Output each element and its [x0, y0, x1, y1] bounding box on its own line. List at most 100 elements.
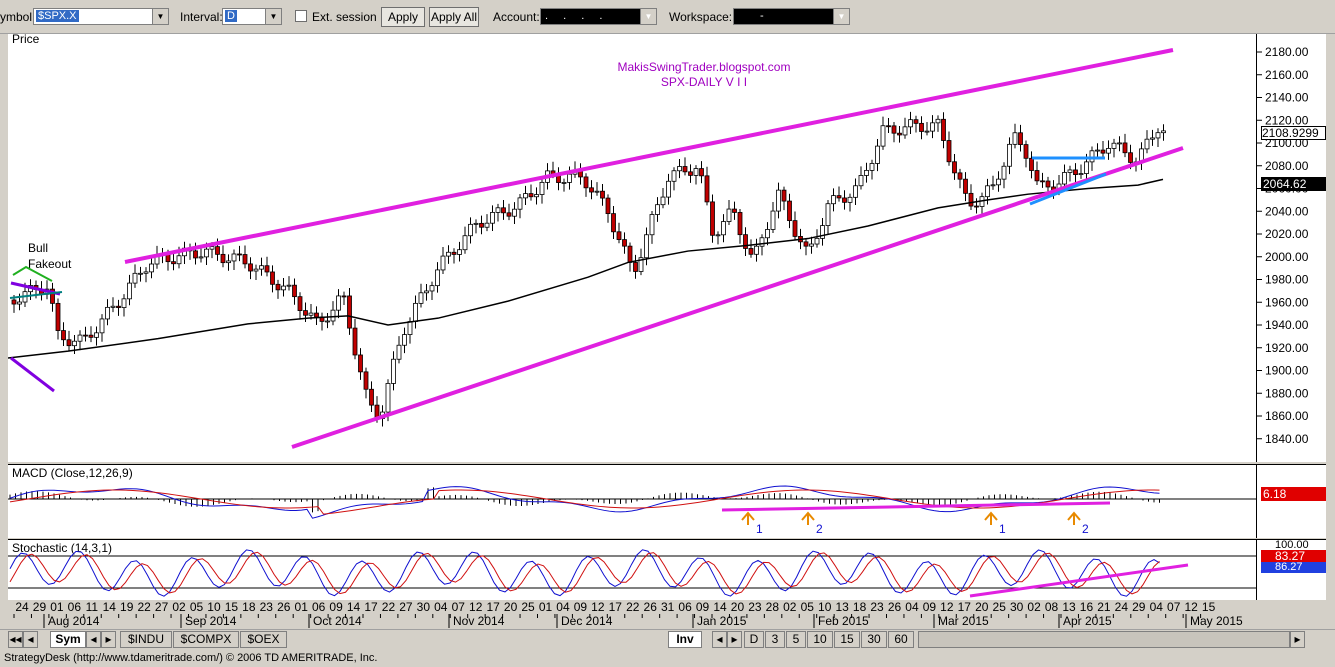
candle-up — [281, 285, 286, 291]
date-tick-label: 09 — [696, 600, 710, 614]
price-chart[interactable]: Price MakisSwingTrader.blogspot.com SPX-… — [8, 34, 1256, 462]
price-axis[interactable]: 2180.00 2160.00 2140.00 2120.00 2100.00 2080.… — [1256, 34, 1326, 462]
interval-5[interactable]: 5 — [786, 631, 806, 648]
date-tick-label: 18 — [242, 600, 256, 614]
interval-60[interactable]: 60 — [888, 631, 914, 648]
macd-chart[interactable]: MACD (Close,12,26,9) 1 2 1 2 — [8, 465, 1256, 538]
price-panel[interactable]: Price MakisSwingTrader.blogspot.com SPX-… — [8, 34, 1256, 462]
candle-down — [1128, 152, 1133, 163]
account-value[interactable]: . . . . — [545, 10, 609, 22]
chevron-down-icon[interactable]: ▼ — [833, 9, 849, 24]
candle-up — [231, 253, 237, 262]
candle-down — [66, 339, 72, 347]
symbol-value[interactable]: $SPX.X — [36, 10, 79, 22]
chevron-down-icon[interactable]: ▼ — [265, 9, 281, 24]
interval-15[interactable]: 15 — [834, 631, 860, 648]
tab-oex[interactable]: $OEX — [240, 631, 287, 648]
price-tick-label: 1900.00 — [1265, 364, 1309, 378]
candle-down — [270, 271, 275, 285]
date-tick-label: 17 — [958, 600, 972, 614]
next-icon[interactable]: ▸ — [101, 631, 116, 648]
interval-3[interactable]: 3 — [765, 631, 785, 648]
candle-up — [985, 185, 990, 198]
stochastic-panel[interactable]: Stochastic (14,3,1) — [8, 539, 1256, 600]
tab-indu[interactable]: $INDU — [120, 631, 172, 648]
macd-mark-label: 1 — [999, 522, 1006, 536]
account-combo[interactable]: . . . . ▼ — [540, 8, 657, 25]
stochastic-chart[interactable]: Stochastic (14,3,1) — [8, 540, 1256, 600]
date-tick-label: 28 — [766, 600, 780, 614]
date-tick-label: 17 — [609, 600, 623, 614]
interval-10[interactable]: 10 — [807, 631, 833, 648]
candle-down — [952, 161, 957, 174]
orange-arrow-icon — [984, 511, 998, 525]
candle-up — [1095, 149, 1100, 152]
horizontal-scrollbar[interactable] — [918, 631, 1290, 648]
date-tick-label: 22 — [137, 600, 151, 614]
candle-down — [11, 299, 17, 305]
candle-down — [88, 334, 94, 338]
macd-histogram — [9, 487, 1160, 513]
candle-down — [297, 296, 303, 311]
candle-up — [1001, 165, 1007, 180]
price-tick-label: 1840.00 — [1265, 432, 1309, 446]
price-tick-label: 1940.00 — [1265, 318, 1309, 332]
candle-up — [875, 145, 880, 164]
candle-down — [292, 284, 297, 298]
ext-session-checkbox[interactable] — [295, 10, 307, 22]
prev-page-icon[interactable]: ◂ — [23, 631, 38, 648]
date-tick-label: 15 — [1202, 600, 1216, 614]
apply-all-button[interactable]: Apply All — [429, 7, 479, 27]
prev-interval-icon[interactable]: ◂ — [712, 631, 727, 648]
interval-value[interactable]: D — [225, 10, 237, 22]
candle-down — [363, 371, 369, 390]
workspace-value[interactable]: - — [760, 10, 764, 22]
prev-icon[interactable]: ◂ — [86, 631, 101, 648]
candle-down — [506, 212, 512, 217]
date-tick-label: 05 — [801, 600, 815, 614]
chevron-down-icon[interactable]: ▼ — [152, 9, 168, 24]
candle-down — [116, 305, 121, 309]
candle-up — [462, 235, 468, 251]
candle-up — [567, 173, 572, 183]
macd-panel[interactable]: MACD (Close,12,26,9) 1 2 1 2 — [8, 464, 1256, 538]
interval-combo[interactable]: D ▼ — [222, 8, 282, 25]
annotation-fakeout: Fakeout — [28, 257, 72, 271]
left-drawing-toolbar[interactable] — [0, 34, 8, 599]
stochastic-title: Stochastic (14,3,1) — [12, 541, 112, 555]
candle-up — [94, 332, 99, 338]
candle-up — [402, 334, 407, 346]
orange-arrow-icon — [741, 511, 755, 525]
interval-d[interactable]: D — [744, 631, 764, 648]
date-tick-label: 04 — [556, 600, 570, 614]
candle-up — [110, 305, 116, 308]
next-interval-icon[interactable]: ▸ — [727, 631, 742, 648]
tab-sym[interactable]: Sym — [50, 631, 86, 648]
tab-compx[interactable]: $COMPX — [173, 631, 239, 648]
candle-up — [336, 295, 341, 311]
date-tick-label: 10 — [207, 600, 221, 614]
date-tick-label: 29 — [33, 600, 47, 614]
date-tick-label: 09 — [329, 600, 343, 614]
apply-button[interactable]: Apply — [381, 7, 425, 27]
candle-down — [633, 262, 638, 272]
workspace-combo[interactable]: - ▼ — [733, 8, 850, 25]
candle-up — [105, 306, 110, 320]
tab-inv[interactable]: Inv — [668, 631, 702, 648]
candle-up — [1012, 132, 1018, 145]
scroll-right-icon[interactable]: ▸ — [1290, 631, 1305, 648]
candle-up — [127, 282, 132, 300]
candle-up — [149, 263, 154, 273]
symbol-combo[interactable]: $SPX.X ▼ — [33, 8, 169, 25]
first-page-icon[interactable]: ◂◂ — [8, 631, 23, 648]
stoch-tick-100: 100.00 — [1275, 539, 1309, 551]
right-scrollbar[interactable] — [1325, 34, 1335, 599]
bottom-tab-bar: ◂◂ ◂ Sym ◂ ▸ $INDU $COMPX $OEX Inv ◂ ▸ D… — [0, 629, 1335, 650]
price-tick-label: 2020.00 — [1265, 227, 1309, 241]
chevron-down-icon[interactable]: ▼ — [640, 9, 656, 24]
interval-30[interactable]: 30 — [861, 631, 887, 648]
stoch-value-2: 86.27 — [1261, 562, 1326, 573]
date-tick-label: 29 — [1132, 600, 1146, 614]
date-tick-label: 31 — [661, 600, 675, 614]
candle-down — [369, 388, 374, 406]
